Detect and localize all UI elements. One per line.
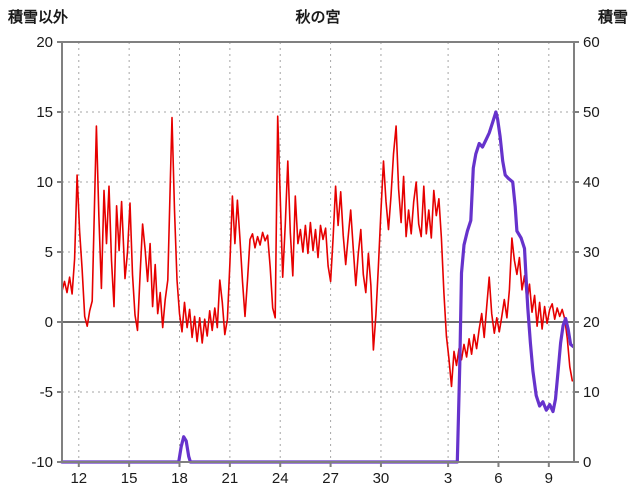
x-axis-tick-label: 15 (121, 470, 138, 487)
x-axis-tick-label: 24 (272, 470, 289, 487)
left-axis-tick-label: 15 (36, 104, 53, 121)
x-axis-tick-label: 21 (222, 470, 239, 487)
snow-depth-line (60, 110, 575, 464)
right-axis-tick-label: 50 (583, 104, 600, 121)
x-axis-tick-label: 6 (494, 470, 502, 487)
right-axis-title: 積雪 (597, 9, 628, 26)
left-axis-tick-label: -10 (31, 454, 53, 471)
right-axis-tick-label: 40 (583, 174, 600, 191)
left-axis-tick-label: -5 (40, 384, 53, 401)
left-axis-title: 積雪以外 (8, 9, 69, 26)
x-axis-tick-label: 12 (70, 470, 87, 487)
x-axis-tick-label: 18 (171, 470, 188, 487)
left-axis-tick-label: 5 (45, 244, 53, 261)
x-axis-tick-label: 27 (322, 470, 339, 487)
right-axis-tick-label: 30 (583, 244, 600, 261)
right-axis-tick-label: 20 (583, 314, 600, 331)
chart-title: 秋の宮 (295, 9, 341, 26)
right-axis-tick-label: 60 (583, 34, 600, 51)
right-axis-tick-label: 0 (583, 454, 591, 471)
x-axis-tick-label: 30 (373, 470, 390, 487)
left-axis-tick-label: 20 (36, 34, 53, 51)
temperature-line (61, 115, 574, 388)
x-axis-tick-label: 9 (545, 470, 553, 487)
right-axis-tick-label: 10 (583, 384, 600, 401)
left-axis-tick-label: 10 (36, 174, 53, 191)
x-axis-tick-label: 3 (444, 470, 452, 487)
left-axis-tick-label: 0 (45, 314, 53, 331)
